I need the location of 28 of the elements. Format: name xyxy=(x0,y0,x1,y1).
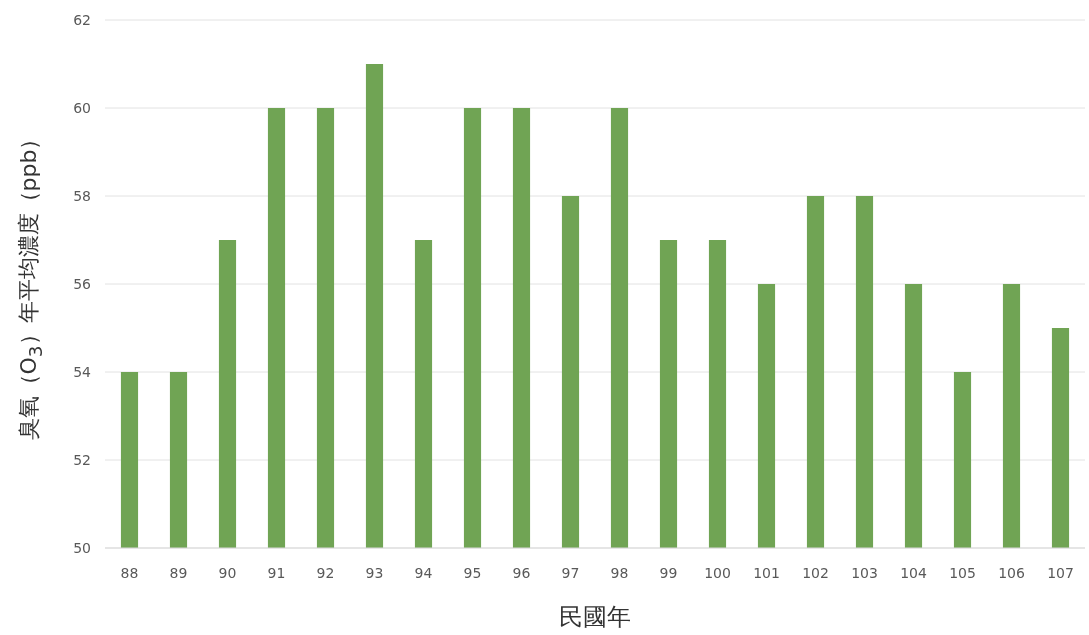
x-tick-label: 91 xyxy=(267,565,286,581)
x-tick-label: 98 xyxy=(610,565,629,581)
x-tick-label: 106 xyxy=(998,565,1025,581)
x-tick-label: 90 xyxy=(218,565,237,581)
y-tick-label: 54 xyxy=(73,364,92,380)
x-tick-label: 99 xyxy=(659,565,678,581)
y-tick-label: 52 xyxy=(73,452,91,468)
x-tick-label: 92 xyxy=(316,565,335,581)
y-tick-label: 58 xyxy=(73,188,91,204)
x-tick-label: 103 xyxy=(851,565,878,581)
x-tick-label: 89 xyxy=(169,565,188,581)
x-tick-label: 105 xyxy=(949,565,976,581)
x-tick-label: 104 xyxy=(900,565,927,581)
x-tick-label: 93 xyxy=(365,565,384,581)
x-tick-label: 102 xyxy=(802,565,829,581)
x-tick-label: 97 xyxy=(561,565,580,581)
x-tick-label: 101 xyxy=(753,565,780,581)
x-axis-title: 民國年 xyxy=(559,603,631,631)
y-tick-label: 60 xyxy=(73,100,91,116)
x-tick-label: 107 xyxy=(1047,565,1074,581)
x-tick-label: 94 xyxy=(414,565,433,581)
y-tick-label: 50 xyxy=(73,540,91,556)
y-tick-label: 62 xyxy=(73,12,91,28)
x-tick-label: 88 xyxy=(120,565,139,581)
x-tick-label: 100 xyxy=(704,565,731,581)
y-tick-label: 56 xyxy=(73,276,92,292)
x-tick-label: 95 xyxy=(463,565,482,581)
x-tick-label: 96 xyxy=(512,565,531,581)
